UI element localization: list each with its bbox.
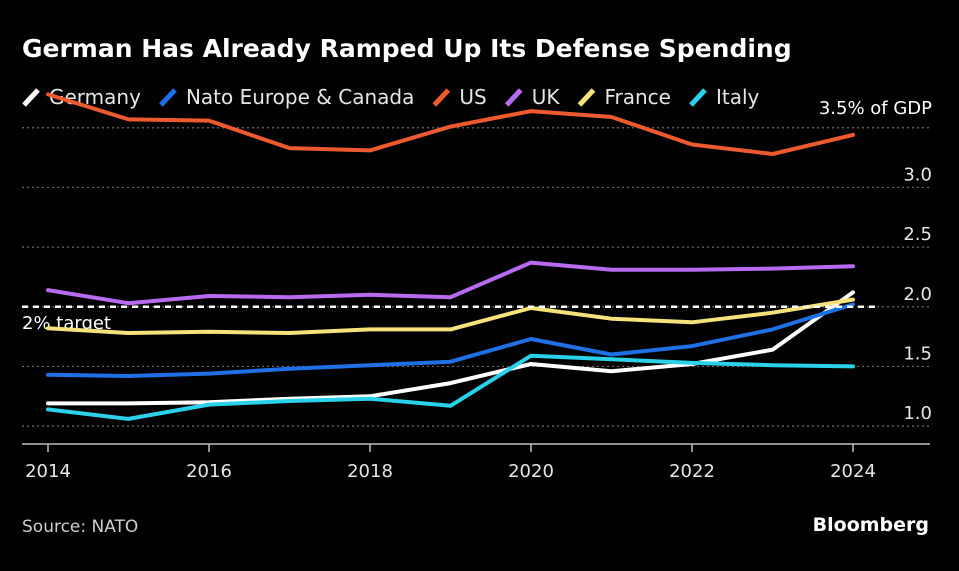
x-tick-label-2024: 2024 xyxy=(830,461,876,482)
legend-label-italy: Italy xyxy=(716,85,760,109)
legend-swatch-uk xyxy=(504,88,523,107)
y-tick-label-2-0: 2.0 xyxy=(903,284,932,305)
legend-swatch-us xyxy=(432,88,451,107)
x-axis: 2014 2016 2018 2020 2022 2024 xyxy=(22,443,930,482)
bloomberg-logo: Bloomberg xyxy=(813,514,929,536)
x-tick-label-2014: 2014 xyxy=(25,461,71,482)
legend-label-us: US xyxy=(459,85,486,109)
ref-label-2-target: 2% target xyxy=(22,313,111,334)
source-note: Source: NATO xyxy=(22,517,138,537)
chart-title: German Has Already Ramped Up Its Defense… xyxy=(22,34,792,63)
y-tick-label-1-0: 1.0 xyxy=(903,403,932,424)
legend-label-france: France xyxy=(604,85,671,109)
y-tick-label-2-5: 2.5 xyxy=(903,224,932,245)
legend-swatch-italy xyxy=(689,88,707,107)
legend-label-germany: Germany xyxy=(49,85,141,109)
x-tick-label-2020: 2020 xyxy=(508,461,554,482)
legend-swatch-nato-europe-canada xyxy=(159,88,177,107)
legend-swatch-germany xyxy=(22,88,40,107)
legend: Germany Nato Europe & Canada US UK France Ita… xyxy=(22,85,760,109)
y-tick-label-3-0: 3.0 xyxy=(903,164,932,185)
y-tick-label-1-5: 1.5 xyxy=(903,343,932,364)
x-tick-label-2016: 2016 xyxy=(186,461,232,482)
x-tick-label-2018: 2018 xyxy=(347,461,393,482)
series-line-france xyxy=(46,297,855,335)
legend-label-nato-europe-canada: Nato Europe & Canada xyxy=(186,85,414,109)
x-tick-label-2022: 2022 xyxy=(669,461,715,482)
y-axis-ticks: 1.0 1.5 2.0 2.5 3.0 xyxy=(903,164,932,424)
series-line-germany xyxy=(46,290,855,406)
series-lines xyxy=(22,92,880,421)
legend-label-uk: UK xyxy=(532,85,561,109)
series-line-italy xyxy=(46,353,855,421)
series-line-nato-europe-canada xyxy=(46,302,855,378)
series-line-us xyxy=(46,92,855,156)
ref-label-3-5-of-gdp: 3.5% of GDP xyxy=(819,98,932,119)
legend-swatch-france xyxy=(577,88,596,107)
reference-lines: 3.5% of GDP 2% target xyxy=(22,98,932,334)
series-line-uk xyxy=(46,260,855,306)
